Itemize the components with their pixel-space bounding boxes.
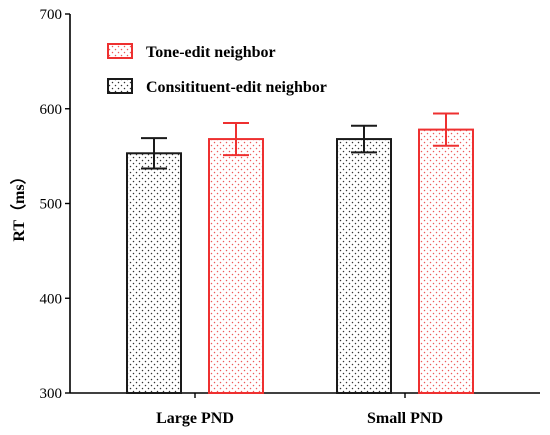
legend-label: Tone-edit neighbor xyxy=(146,44,276,61)
legend-swatch xyxy=(107,78,133,94)
legend-swatch xyxy=(107,43,133,59)
bar xyxy=(208,138,264,394)
y-tick-label: 300 xyxy=(40,386,63,402)
y-tick-label: 700 xyxy=(40,7,63,23)
bar xyxy=(336,138,392,394)
legend-label: Consitituent-edit neighbor xyxy=(146,79,327,96)
y-tick-label: 400 xyxy=(40,291,63,307)
bar xyxy=(418,128,474,394)
x-tick-label: Large PND xyxy=(156,410,234,427)
x-tick-label: Small PND xyxy=(367,410,443,427)
y-axis-title: RT（ms） xyxy=(10,168,28,241)
y-tick-label: 600 xyxy=(40,102,63,118)
bar xyxy=(126,152,182,394)
y-tick-label: 500 xyxy=(40,197,63,213)
